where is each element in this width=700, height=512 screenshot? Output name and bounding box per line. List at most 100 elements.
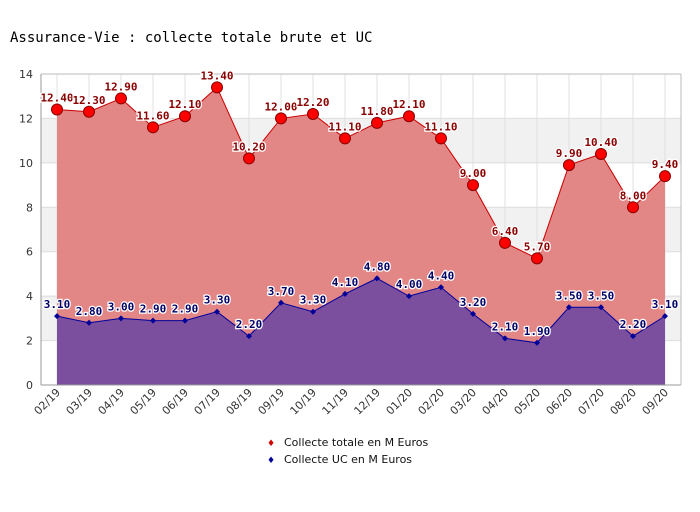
x-tick-label: 11/19 bbox=[320, 386, 352, 418]
data-label-uc: 2.90 bbox=[172, 303, 199, 316]
diamond-icon: ♦ bbox=[266, 439, 276, 449]
legend-item-uc: ♦ Collecte UC en M Euros bbox=[264, 453, 412, 466]
point-uc bbox=[182, 317, 188, 324]
point-uc bbox=[470, 310, 476, 317]
point-uc bbox=[438, 284, 444, 291]
data-label-uc: 4.00 bbox=[396, 278, 423, 291]
data-label-total: 12.00 bbox=[264, 100, 297, 113]
y-tick-label: 12 bbox=[19, 112, 33, 125]
point-total bbox=[371, 116, 383, 129]
data-label-total: 10.40 bbox=[584, 136, 617, 149]
point-uc bbox=[630, 333, 636, 340]
data-label-total: 6.40 bbox=[492, 225, 519, 238]
data-label-total: 12.90 bbox=[104, 80, 137, 93]
point-uc bbox=[598, 304, 604, 311]
x-tick-label: 02/20 bbox=[416, 386, 448, 418]
data-label-total: 9.90 bbox=[556, 147, 583, 160]
y-tick-label: 0 bbox=[26, 379, 33, 392]
point-total bbox=[627, 201, 639, 214]
x-tick-label: 03/20 bbox=[448, 386, 480, 418]
data-label-total: 11.10 bbox=[424, 120, 457, 133]
data-label-total: 12.40 bbox=[40, 92, 73, 105]
point-total bbox=[403, 110, 415, 123]
data-label-total: 12.10 bbox=[392, 98, 425, 111]
data-label-total: 9.40 bbox=[652, 158, 679, 171]
point-uc bbox=[406, 293, 412, 300]
chart-title: Assurance-Vie : collecte totale brute et… bbox=[10, 30, 373, 46]
point-uc bbox=[246, 333, 252, 340]
data-label-uc: 2.10 bbox=[492, 320, 519, 333]
point-uc bbox=[662, 313, 668, 320]
x-tick-label: 03/19 bbox=[64, 386, 96, 418]
legend-label-total: Collecte totale en M Euros bbox=[284, 436, 429, 449]
data-label-uc: 3.30 bbox=[204, 294, 231, 307]
point-total bbox=[147, 121, 159, 134]
data-label-total: 12.30 bbox=[72, 94, 105, 107]
x-tick-label: 08/19 bbox=[224, 386, 256, 418]
point-total bbox=[531, 252, 543, 265]
data-label-uc: 1.90 bbox=[524, 325, 551, 338]
point-total bbox=[307, 107, 319, 120]
y-tick-label: 10 bbox=[19, 157, 33, 170]
data-label-uc: 2.90 bbox=[140, 303, 167, 316]
x-tick-label: 09/20 bbox=[640, 386, 672, 418]
y-tick-label: 14 bbox=[19, 68, 33, 81]
diamond-icon: ♦ bbox=[266, 456, 276, 466]
point-total bbox=[499, 236, 511, 249]
x-tick-label: 10/19 bbox=[288, 386, 320, 418]
point-uc bbox=[534, 339, 540, 346]
data-label-uc: 3.50 bbox=[556, 289, 583, 302]
point-total bbox=[435, 132, 447, 145]
point-total bbox=[275, 112, 287, 125]
data-label-uc: 2.20 bbox=[620, 318, 647, 331]
point-total bbox=[115, 92, 127, 105]
point-total bbox=[243, 152, 255, 165]
area-uc bbox=[57, 278, 665, 385]
x-tick-label: 02/19 bbox=[32, 386, 64, 418]
point-uc bbox=[278, 299, 284, 306]
data-label-uc: 3.30 bbox=[300, 294, 327, 307]
point-total bbox=[51, 103, 63, 116]
x-tick-label: 07/19 bbox=[192, 386, 224, 418]
data-label-uc: 3.00 bbox=[108, 300, 135, 313]
point-uc bbox=[54, 313, 60, 320]
point-total bbox=[179, 110, 191, 123]
y-tick-label: 4 bbox=[26, 290, 33, 303]
data-label-uc: 3.70 bbox=[268, 285, 295, 298]
data-label-uc: 3.10 bbox=[44, 298, 71, 311]
data-label-uc: 4.40 bbox=[428, 269, 455, 282]
point-uc bbox=[150, 317, 156, 324]
line-uc bbox=[56, 277, 666, 344]
point-total bbox=[83, 105, 95, 118]
data-label-total: 5.70 bbox=[524, 240, 551, 253]
x-tick-label: 04/19 bbox=[96, 386, 128, 418]
point-uc bbox=[374, 275, 380, 282]
x-tick-label: 06/19 bbox=[160, 386, 192, 418]
x-tick-label: 05/19 bbox=[128, 386, 160, 418]
data-label-total: 13.40 bbox=[200, 69, 233, 82]
data-label-uc: 3.50 bbox=[588, 289, 615, 302]
point-uc bbox=[502, 335, 508, 342]
x-tick-label: 04/20 bbox=[480, 386, 512, 418]
data-label-uc: 3.10 bbox=[652, 298, 679, 311]
x-tick-label: 08/20 bbox=[608, 386, 640, 418]
data-label-total: 12.20 bbox=[296, 96, 329, 109]
point-total bbox=[467, 179, 479, 192]
point-uc bbox=[342, 290, 348, 297]
legend-label-uc: Collecte UC en M Euros bbox=[284, 453, 413, 466]
data-label-uc: 3.20 bbox=[460, 296, 487, 309]
point-total bbox=[211, 81, 223, 94]
y-tick-label: 8 bbox=[26, 201, 33, 214]
point-uc bbox=[86, 319, 92, 326]
data-label-total: 8.00 bbox=[620, 189, 647, 202]
x-tick-label: 06/20 bbox=[544, 386, 576, 418]
point-total bbox=[563, 159, 575, 172]
point-uc bbox=[214, 308, 220, 315]
point-total bbox=[659, 170, 671, 183]
y-tick-label: 6 bbox=[26, 246, 33, 259]
x-tick-label: 05/20 bbox=[512, 386, 544, 418]
legend-item-total: ♦ Collecte totale en M Euros bbox=[264, 436, 428, 449]
data-label-total: 11.10 bbox=[328, 120, 361, 133]
area-total bbox=[57, 87, 665, 385]
